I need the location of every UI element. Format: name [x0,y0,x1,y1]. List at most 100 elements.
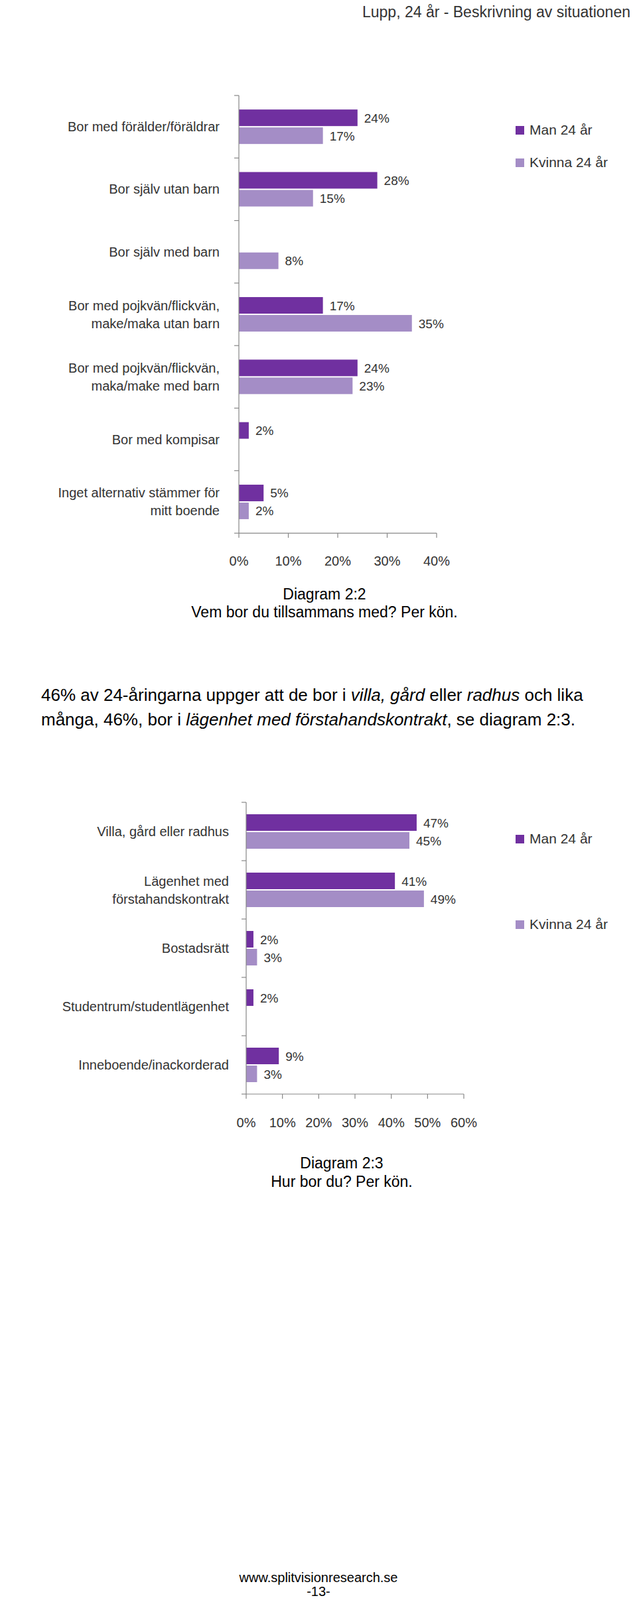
x-tick-label: 40% [423,554,450,569]
data-label: 8% [285,254,304,269]
category-label-line: mitt boende [149,503,220,519]
bar [238,127,324,144]
bar [246,832,410,850]
legend-swatch [515,126,525,135]
category-label: Bor själv med barn [108,244,220,260]
x-tick [337,533,338,539]
bar [238,422,249,440]
x-tick-label: 0% [229,554,249,569]
bar [246,873,395,890]
bar [238,189,314,207]
x-tick [463,1094,464,1100]
category-tick [241,1035,247,1037]
category-label-line: Bostadsrätt [161,941,230,957]
bar [238,109,358,127]
x-tick [427,1094,428,1100]
category-label: Bor med förälder/föräldrar [67,119,220,135]
category-tick [234,94,239,96]
category-label-line: Bor med pojkvän/flickvän, [68,360,220,376]
category-label: Bor med pojkvän/flickvän, make/maka utan … [68,298,220,332]
category-tick [234,532,239,534]
category-label-line: Bor själv utan barn [108,181,220,197]
paragraph-segment: lägenhet med förstahandskontrakt [185,709,447,730]
x-tick-label: 0% [236,1116,257,1131]
data-label: 9% [285,1050,304,1065]
paragraph-segment: , se diagram 2:3. [446,709,576,730]
footer-url: www.splitvisionresearch.se [238,1571,399,1586]
x-tick-label: 30% [373,554,401,569]
category-tick [234,157,239,159]
category-label-line: Villa, gård eller radhus [96,824,229,840]
bar [246,949,257,967]
legend-label: Man 24 år [529,831,593,847]
x-tick [318,1094,320,1100]
bar [238,359,358,377]
data-label: 28% [384,173,410,188]
category-tick [241,1094,247,1095]
category-label: Lägenhet medförstahandskontrakt [112,874,229,908]
paragraph-segment: eller [424,685,468,706]
legend-swatch [515,158,525,168]
category-tick [241,919,247,920]
x-tick [282,1094,283,1100]
data-label: 41% [401,875,427,890]
bar [238,171,378,189]
bar [238,502,249,520]
category-label-line: Studentrum/studentlägenhet [62,999,230,1015]
bar [238,377,353,395]
data-label: 47% [423,816,449,831]
bars [238,109,413,520]
x-tick-label: 50% [414,1116,441,1131]
category-label-line: Inneboende/inackorderad [78,1058,229,1073]
chart-title: Diagram 2:3 [299,1155,383,1173]
chart-subtitle: Vem bor du tillsammans med? Per kön. [191,603,458,622]
x-tick-label: 60% [450,1116,478,1131]
legend-swatch [515,920,525,930]
category-tick [234,408,239,409]
category-tick [234,345,239,347]
data-label: 2% [260,933,279,948]
x-tick [390,1094,392,1100]
bar [238,297,324,314]
data-label: 2% [255,424,275,438]
page-number: -13- [306,1585,331,1600]
category-tick [234,282,239,284]
bar [246,931,254,949]
data-label: 49% [430,893,456,908]
category-label-line: make/maka utan barn [91,316,220,332]
x-tick [245,1094,247,1100]
category-tick [234,470,239,472]
category-label: Inneboende/inackorderad [78,1058,229,1073]
category-label-line: Inget alternativ stämmer för [58,485,221,501]
x-tick-label: 30% [341,1116,369,1131]
category-label-line: Bor med kompisar [112,432,221,448]
legend-label: Kvinna 24 år [529,917,608,933]
paragraph-segment: villa, gård [351,685,425,706]
paragraph-segment: 46% av 24-åringarna uppger att de bor i [41,685,352,706]
data-label: 3% [263,1068,283,1083]
category-tick [234,220,239,221]
bar [246,1066,257,1083]
category-tick [241,802,247,803]
data-label: 2% [260,991,279,1006]
chart: 47%41%2%2%9%45%49%3%3%0%10%20%30%40%50%6… [62,802,608,1192]
bar [246,891,425,908]
category-axis [238,95,239,534]
category-label: Inget alternativ stämmer för mitt boende [58,485,221,519]
category-label: Bor med pojkvän/flickvän,maka/make med b… [68,360,220,394]
x-tick-label: 20% [305,1116,332,1131]
category-tick [241,860,247,862]
data-label: 35% [418,317,444,332]
x-tick-label: 40% [378,1116,405,1131]
category-label-line: Bor med förälder/föräldrar [67,119,220,135]
legend-label: Man 24 år [529,122,593,138]
category-label: Villa, gård eller radhus [96,824,229,840]
x-tick-label: 10% [274,554,302,569]
category-label-line: Bor med pojkvän/flickvän, [68,298,220,314]
x-tick-label: 20% [324,554,352,569]
x-tick [354,1094,355,1100]
bar [246,814,417,832]
x-tick-label: 10% [269,1116,296,1131]
category-label-line: förstahandskontrakt [112,892,229,908]
data-label: 2% [255,504,275,519]
